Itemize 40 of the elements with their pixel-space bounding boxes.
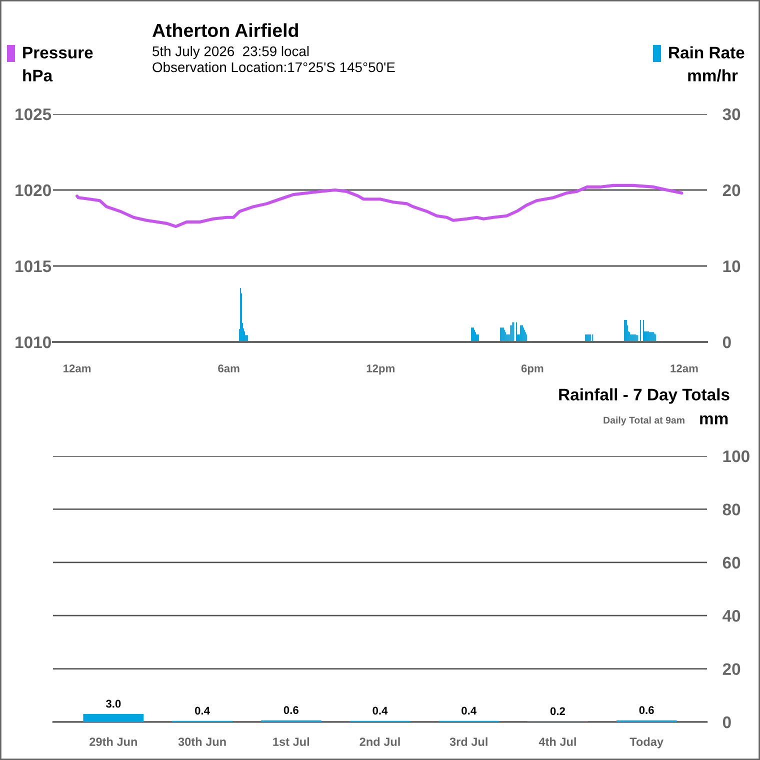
x-tick-label: 12pm — [366, 364, 394, 375]
chart-title: Atherton Airfield — [152, 23, 298, 38]
y-tick-label: 1020 — [16, 184, 51, 196]
data-label: 0.4 — [462, 706, 477, 715]
y-tick-label: 20 — [722, 663, 740, 676]
y2-tick-label: 10 — [723, 260, 740, 272]
data-label: 0.4 — [195, 706, 210, 715]
legend-label: Pressure — [23, 46, 93, 58]
y-tick-label: 1010 — [16, 336, 51, 348]
x-tick-label: 6am — [218, 364, 240, 372]
y-tick-label: 40 — [722, 610, 740, 622]
x-tick-label: 29th Jun — [90, 737, 137, 746]
data-label: 0.6 — [639, 706, 654, 714]
data-label: 0.6 — [284, 706, 298, 714]
y-tick-label: 1025 — [16, 108, 52, 120]
data-label: 0.2 — [550, 707, 565, 716]
y-tick-label: 80 — [722, 504, 740, 516]
y-axis-title: hPa — [23, 69, 53, 82]
x-tick-label: Today — [630, 737, 664, 748]
data-label: 0.4 — [372, 706, 388, 715]
x-tick-label: 30th Jun — [178, 737, 226, 746]
x-tick-label: 12am — [670, 364, 698, 372]
y-tick-label: 1015 — [16, 260, 52, 272]
y2-tick-label: 30 — [722, 108, 740, 120]
x-tick-label: 6pm — [521, 364, 544, 375]
chart-title: Rainfall - 7 Day Totals — [559, 388, 730, 404]
data-label: 3.0 — [106, 700, 121, 708]
y2-axis-title: mm/hr — [688, 69, 738, 82]
chart-subtitle: 5th July 2026 23:59 local Observation Location:17°25'S 145°50'E — [152, 46, 395, 72]
x-tick-label: 12am — [64, 364, 91, 372]
y-tick-label: 100 — [723, 450, 750, 462]
x-tick-label: 1st Jul — [273, 737, 310, 746]
y-axis-title: mm — [700, 415, 728, 424]
x-tick-label: 3rd Jul — [450, 737, 488, 746]
y-tick-label: 0 — [722, 716, 731, 728]
x-tick-label: 2nd Jul — [360, 737, 400, 746]
legend-label: Rain Rate — [669, 46, 744, 58]
x-tick-label: 4th Jul — [538, 737, 576, 746]
y-tick-label: 60 — [722, 556, 740, 569]
chart-subtitle: Daily Total at 9am — [604, 416, 684, 426]
